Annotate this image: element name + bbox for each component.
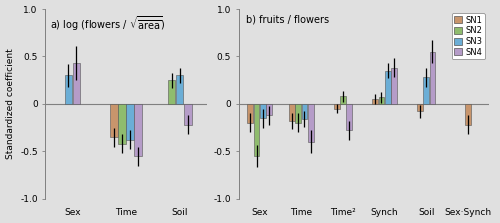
Bar xyxy=(126,104,134,140)
Bar xyxy=(465,104,471,125)
Bar xyxy=(302,104,308,119)
Bar xyxy=(391,68,397,104)
Bar xyxy=(248,104,253,123)
Bar xyxy=(378,97,384,104)
Y-axis label: Standardized coefficient: Standardized coefficient xyxy=(6,49,15,159)
Bar xyxy=(308,104,314,142)
Bar xyxy=(372,99,378,104)
Bar xyxy=(118,104,126,144)
Bar xyxy=(340,96,346,104)
Text: b) fruits / flowers: b) fruits / flowers xyxy=(246,15,330,25)
Bar xyxy=(417,104,423,112)
Bar xyxy=(72,63,80,104)
Bar xyxy=(134,104,142,156)
Bar xyxy=(334,104,340,109)
Bar xyxy=(168,80,175,104)
Bar xyxy=(385,71,390,104)
Bar xyxy=(184,104,192,125)
Bar xyxy=(110,104,118,137)
Bar xyxy=(176,75,184,104)
Text: a) log (flowers / $\mathdefault{\sqrt{\overline{area}}}$): a) log (flowers / $\mathdefault{\sqrt{\o… xyxy=(50,15,166,33)
Bar xyxy=(430,52,436,104)
Bar xyxy=(424,77,429,104)
Legend: SN1, SN2, SN3, SN4: SN1, SN2, SN3, SN4 xyxy=(452,13,484,59)
Bar xyxy=(254,104,260,156)
Bar xyxy=(266,104,272,115)
Bar xyxy=(64,75,72,104)
Bar xyxy=(296,104,301,123)
Bar xyxy=(346,104,352,130)
Bar xyxy=(289,104,295,121)
Bar xyxy=(260,104,266,118)
